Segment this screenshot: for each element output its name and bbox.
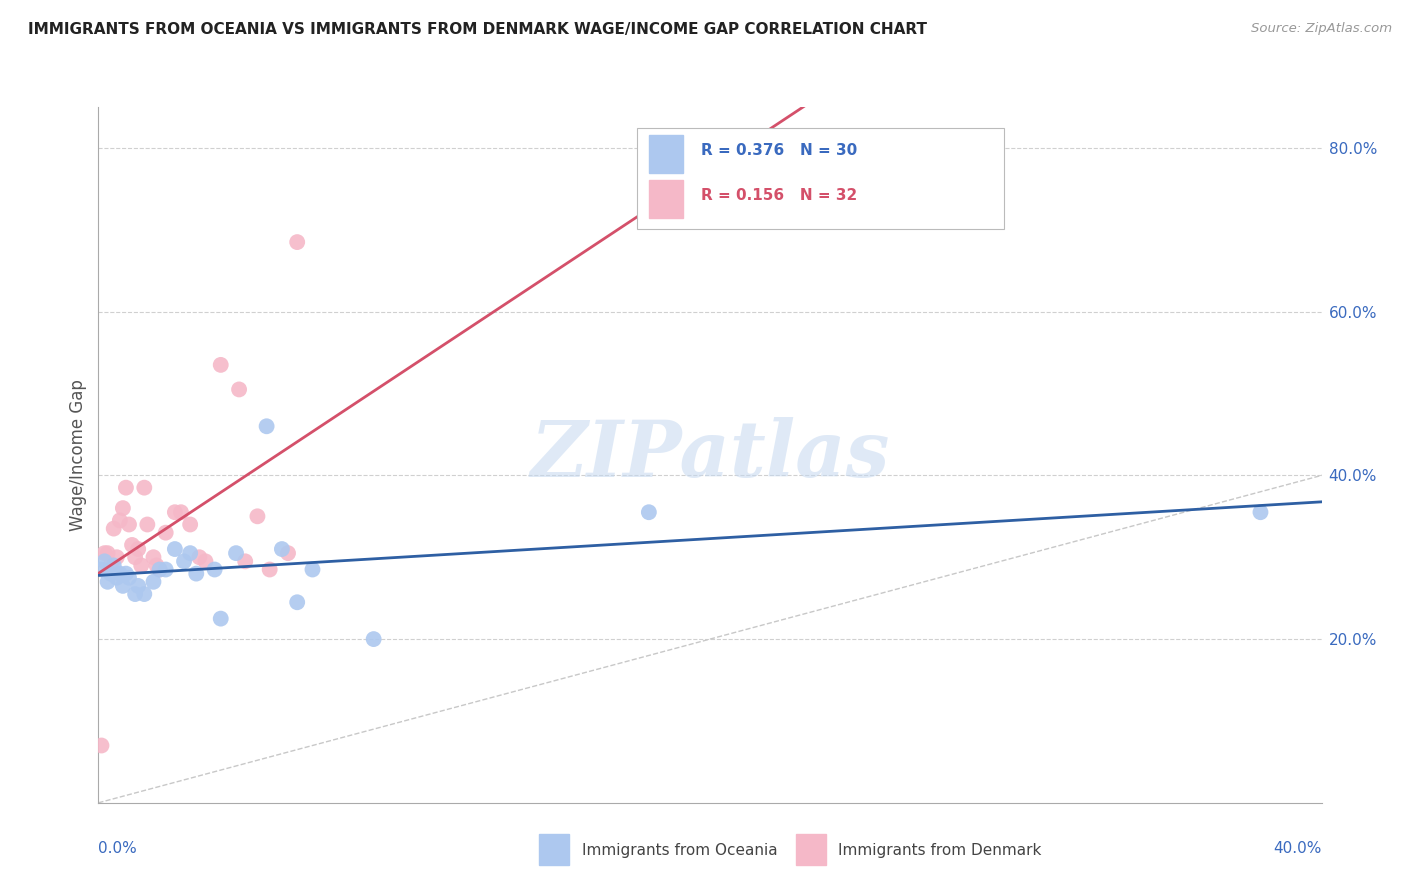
- Point: [363, 632, 385, 646]
- Point: [225, 546, 247, 560]
- Point: [285, 595, 308, 609]
- Point: [124, 550, 146, 565]
- Point: [118, 517, 141, 532]
- Y-axis label: Wage/Income Gap: Wage/Income Gap: [69, 379, 87, 531]
- Point: [259, 562, 281, 576]
- Point: [170, 505, 193, 519]
- Point: [127, 542, 149, 557]
- Point: [301, 562, 323, 576]
- Point: [105, 571, 128, 585]
- Text: R = 0.376   N = 30: R = 0.376 N = 30: [702, 143, 858, 158]
- Point: [115, 481, 138, 495]
- Point: [277, 546, 299, 560]
- Text: IMMIGRANTS FROM OCEANIA VS IMMIGRANTS FROM DENMARK WAGE/INCOME GAP CORRELATION C: IMMIGRANTS FROM OCEANIA VS IMMIGRANTS FR…: [28, 22, 927, 37]
- Point: [1249, 505, 1271, 519]
- Point: [136, 517, 159, 532]
- Text: Source: ZipAtlas.com: Source: ZipAtlas.com: [1251, 22, 1392, 36]
- Point: [270, 542, 292, 557]
- Point: [103, 558, 125, 573]
- Point: [209, 612, 232, 626]
- Point: [103, 522, 125, 536]
- Point: [108, 513, 131, 527]
- Bar: [538, 834, 569, 865]
- Point: [149, 562, 172, 576]
- Point: [111, 579, 134, 593]
- Point: [233, 554, 256, 568]
- Text: Immigrants from Oceania: Immigrants from Oceania: [582, 843, 778, 857]
- Point: [134, 481, 156, 495]
- Point: [142, 574, 165, 589]
- Text: 0.0%: 0.0%: [98, 841, 138, 856]
- Point: [115, 566, 138, 581]
- Point: [256, 419, 278, 434]
- Point: [209, 358, 232, 372]
- Point: [124, 587, 146, 601]
- Point: [118, 571, 141, 585]
- Point: [173, 554, 195, 568]
- Point: [100, 558, 122, 573]
- Point: [155, 562, 177, 576]
- Point: [129, 558, 152, 573]
- Point: [121, 538, 143, 552]
- Bar: [650, 180, 683, 219]
- Point: [90, 739, 112, 753]
- Text: 40.0%: 40.0%: [1274, 841, 1322, 856]
- Point: [97, 546, 120, 560]
- Point: [97, 574, 120, 589]
- Point: [285, 235, 308, 249]
- Point: [105, 550, 128, 565]
- Point: [134, 587, 156, 601]
- Point: [100, 566, 122, 581]
- Point: [186, 566, 208, 581]
- Point: [127, 579, 149, 593]
- Bar: [650, 135, 683, 173]
- Point: [90, 562, 112, 576]
- Point: [188, 550, 211, 565]
- Point: [179, 517, 201, 532]
- Bar: [796, 834, 827, 865]
- Point: [204, 562, 226, 576]
- FancyBboxPatch shape: [637, 128, 1004, 229]
- Point: [142, 550, 165, 565]
- Point: [179, 546, 201, 560]
- Point: [149, 562, 172, 576]
- Text: Immigrants from Denmark: Immigrants from Denmark: [838, 843, 1042, 857]
- Point: [194, 554, 217, 568]
- Point: [108, 566, 131, 581]
- Point: [637, 505, 661, 519]
- Point: [93, 546, 115, 560]
- Point: [145, 558, 167, 573]
- Text: ZIPatlas: ZIPatlas: [530, 417, 890, 493]
- Point: [111, 501, 134, 516]
- Point: [246, 509, 269, 524]
- Point: [163, 505, 186, 519]
- Point: [228, 383, 250, 397]
- Text: R = 0.156   N = 32: R = 0.156 N = 32: [702, 188, 858, 202]
- Point: [155, 525, 177, 540]
- Point: [163, 542, 186, 557]
- Point: [93, 554, 115, 568]
